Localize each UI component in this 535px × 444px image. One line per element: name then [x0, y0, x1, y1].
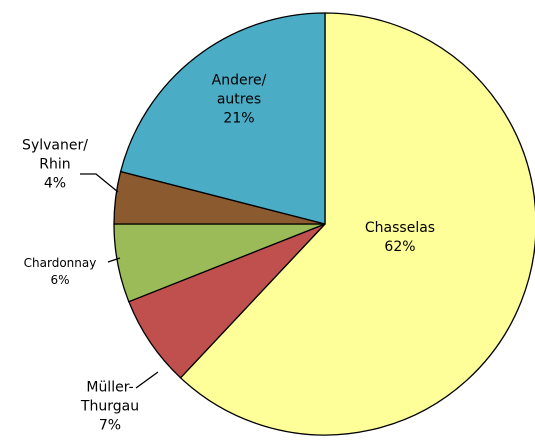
value-label: 7%	[98, 417, 122, 434]
value-label: 6%	[50, 273, 70, 287]
pie-slice	[179, 12, 535, 436]
slice-label: Sylvaner/ Rhin 4%	[22, 137, 88, 194]
category-label: Sylvaner/ Rhin	[22, 137, 88, 173]
value-label: 21%	[223, 110, 255, 127]
pie-slice	[119, 12, 326, 225]
leader-line	[80, 173, 119, 193]
value-label: 4%	[43, 175, 67, 192]
value-label: 62%	[384, 239, 416, 255]
slice-label: Müller- Thurgau 7%	[81, 379, 139, 436]
category-label: Chasselas	[364, 220, 436, 236]
slice-label: Chasselas 62%	[365, 219, 435, 257]
category-label: Chardonnay	[23, 256, 97, 270]
slice-label: Chardonnay 6%	[24, 255, 97, 289]
leader-line	[107, 257, 121, 263]
category-label: Andere/ autres	[211, 72, 267, 108]
leader-line	[135, 371, 159, 389]
category-label: Müller- Thurgau	[80, 379, 140, 415]
slice-label: Andere/ autres 21%	[212, 72, 267, 129]
